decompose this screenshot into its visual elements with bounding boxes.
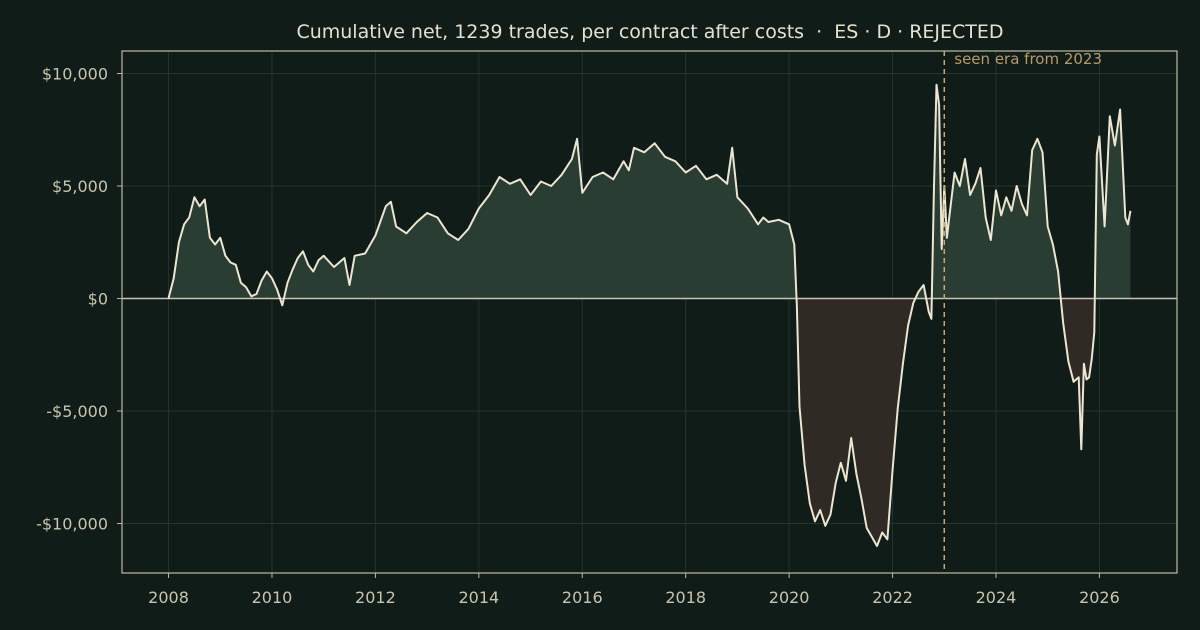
x-tick-label: 2008 [148, 588, 189, 607]
x-tick-label: 2018 [665, 588, 706, 607]
plot-frame [121, 50, 1178, 574]
plot-area [122, 51, 1177, 573]
chart-title: Cumulative net, 1239 trades, per contrac… [296, 21, 1003, 43]
positive-area-fill [168, 84, 1131, 299]
x-tick-label: 2016 [562, 588, 603, 607]
x-tick-label: 2014 [458, 588, 499, 607]
y-axis-ticks: $10,000 $5,000 $0 -$5,000 -$10,000 [36, 65, 122, 534]
negative-area-fill [168, 298, 1131, 546]
y-tick-label: $10,000 [42, 65, 108, 84]
annotation-group: seen era from 2023 [943, 50, 1102, 573]
x-tick-label: 2022 [872, 588, 913, 607]
seen-era-label: seen era from 2023 [954, 50, 1102, 68]
grid-lines [122, 51, 1177, 573]
series-line-group [167, 83, 1132, 547]
x-axis-ticks: 2008 2010 2012 2014 2016 2018 2020 2022 2024 2026 [148, 573, 1120, 607]
x-tick-label: 2020 [769, 588, 810, 607]
cumulative-net-line [167, 83, 1132, 547]
x-tick-label: 2026 [1079, 588, 1120, 607]
x-tick-label: 2024 [976, 588, 1017, 607]
area-fills [168, 84, 1131, 546]
x-tick-label: 2010 [252, 588, 293, 607]
y-tick-label: $0 [88, 290, 108, 309]
x-tick-label: 2012 [355, 588, 396, 607]
y-tick-label: $5,000 [52, 177, 108, 196]
y-tick-label: -$10,000 [36, 515, 108, 534]
y-tick-label: -$5,000 [46, 402, 108, 421]
